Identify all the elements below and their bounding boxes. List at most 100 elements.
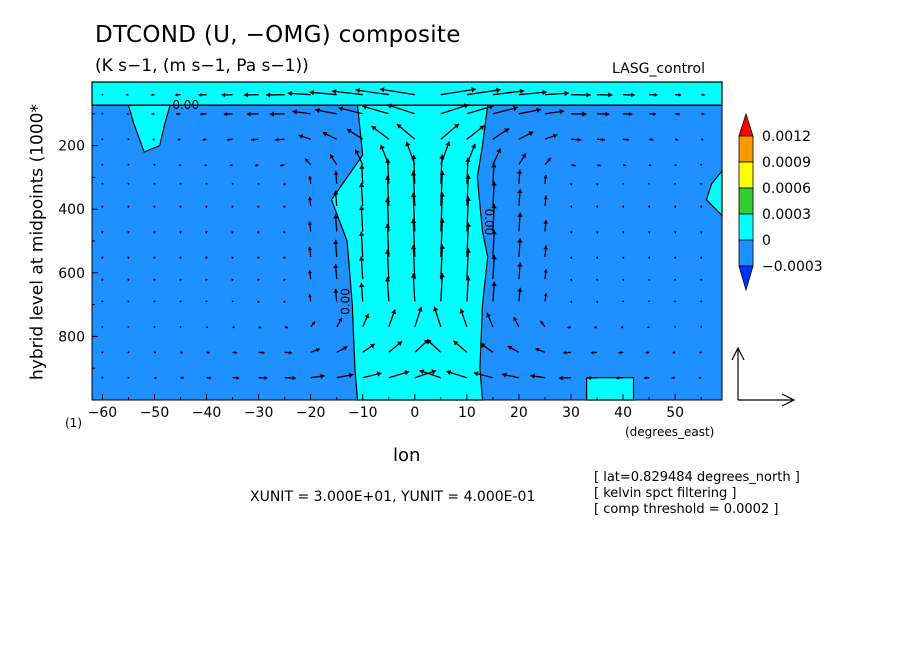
- vector-arrow: [257, 256, 260, 260]
- vector-head: [543, 245, 548, 250]
- vector-arrow: [569, 230, 573, 234]
- vector-head: [154, 376, 157, 380]
- vector-head: [431, 369, 437, 375]
- vector-head: [405, 141, 411, 147]
- vector-head: [543, 219, 548, 224]
- vector-head: [226, 138, 230, 142]
- vector-arrow: [283, 278, 286, 282]
- vector-head: [257, 300, 260, 303]
- vector-arrow: [426, 339, 442, 353]
- vector-arrow: [440, 87, 477, 96]
- ref-vector-vertical-head: [731, 346, 745, 361]
- vector-arrow: [570, 137, 582, 142]
- vector-arrow: [595, 182, 599, 186]
- vector-arrow: [231, 278, 234, 281]
- vector-arrow: [231, 256, 234, 259]
- vector-arrow: [153, 231, 156, 234]
- vector-head: [150, 93, 154, 97]
- vector-head: [307, 246, 313, 251]
- vector-head: [333, 239, 339, 245]
- vector-head: [569, 278, 573, 281]
- colorbar-band: [738, 187, 754, 215]
- vector-arrow: [101, 326, 104, 328]
- vector-head: [355, 87, 360, 94]
- vector-arrow: [491, 163, 497, 184]
- vector-arrow: [333, 263, 339, 280]
- vector-head: [174, 93, 178, 97]
- vector-arrow: [292, 109, 311, 115]
- vector-head: [419, 369, 425, 375]
- vector-arrow: [543, 195, 548, 207]
- vector-arrow: [701, 93, 706, 97]
- x-tick-label: −20: [296, 405, 326, 421]
- vector-head: [127, 231, 130, 234]
- vector-head: [594, 325, 597, 329]
- vector-arrow: [673, 256, 677, 259]
- vector-head: [307, 221, 313, 225]
- vector-head: [645, 351, 649, 354]
- vector-arrow: [543, 219, 548, 232]
- vector-head: [439, 154, 445, 159]
- plot-area: [91, 81, 723, 401]
- note-filtering: [ kelvin spct filtering ]: [594, 486, 737, 501]
- vector-head: [590, 350, 594, 355]
- vector-head: [410, 273, 417, 278]
- vector-head: [391, 309, 397, 315]
- vector-arrow: [590, 350, 598, 355]
- vector-arrow: [127, 163, 130, 166]
- vector-arrow: [518, 153, 527, 166]
- vector-head: [292, 109, 297, 115]
- vector-shaft: [379, 88, 415, 96]
- vector-shaft: [440, 218, 444, 257]
- vector-head: [629, 112, 633, 117]
- vector-head: [236, 376, 240, 380]
- vector-head: [699, 278, 703, 281]
- vector-head: [320, 373, 325, 379]
- vector-head: [445, 141, 451, 147]
- vector-arrow: [179, 182, 182, 185]
- vector-head: [564, 90, 569, 96]
- vector-head: [179, 163, 182, 166]
- vector-shaft: [309, 91, 337, 96]
- case-label: LASG_control: [612, 61, 705, 77]
- vector-arrow: [543, 175, 548, 184]
- vector-head: [179, 231, 182, 234]
- vector-arrow: [595, 231, 599, 234]
- vector-head: [491, 163, 497, 168]
- vector-shaft: [492, 90, 525, 96]
- vector-arrow: [647, 205, 651, 208]
- vector-shaft: [412, 273, 416, 302]
- note-latitude: [ lat=0.829484 degrees_north ]: [594, 470, 800, 485]
- vector-arrow: [648, 163, 652, 167]
- vector-arrow: [623, 92, 635, 98]
- vector-head: [305, 158, 309, 163]
- vector-arrow: [621, 256, 625, 259]
- vector-arrow: [346, 128, 364, 140]
- chart-subtitle: (K s−1, (m s−1, Pa s−1)): [95, 56, 309, 76]
- vector-head: [410, 171, 417, 176]
- vector-shaft: [386, 249, 390, 280]
- vector-arrow: [465, 248, 471, 280]
- vector-head: [621, 256, 625, 259]
- vector-arrow: [333, 239, 339, 257]
- vector-head: [595, 231, 599, 234]
- vector-head: [205, 205, 208, 208]
- vector-arrow: [265, 92, 285, 98]
- y-tick-label: 800: [58, 329, 85, 345]
- vector-head: [371, 126, 377, 131]
- vector-arrow: [410, 273, 417, 302]
- vector-arrow: [414, 306, 423, 328]
- vector-head: [439, 244, 445, 249]
- vector-shaft: [412, 244, 416, 280]
- vector-arrow: [570, 92, 591, 98]
- vector-arrow: [101, 231, 104, 234]
- vector-arrow: [333, 190, 339, 207]
- vector-arrow: [623, 137, 630, 142]
- vector-arrow: [647, 231, 651, 234]
- vector-arrow: [153, 351, 157, 354]
- vector-arrow: [254, 163, 259, 167]
- vector-arrow: [101, 112, 104, 115]
- vector-arrow: [623, 112, 633, 117]
- vector-head: [280, 163, 283, 167]
- vector-arrow: [101, 182, 104, 185]
